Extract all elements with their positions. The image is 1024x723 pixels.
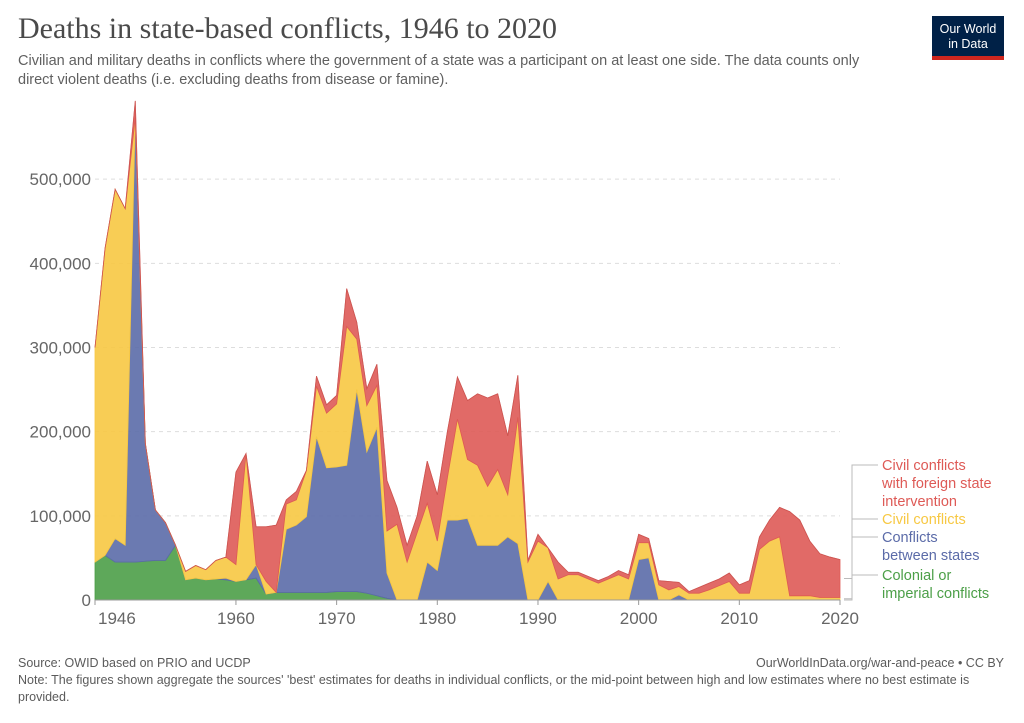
legend-leader-line — [844, 574, 878, 601]
legend-label[interactable]: Conflicts between states — [882, 530, 980, 564]
chart-subtitle: Civilian and military deaths in conflict… — [18, 53, 860, 88]
source-url[interactable]: OurWorldInData.org/war-and-peace • CC BY — [756, 656, 1004, 670]
x-tick-label: 1990 — [519, 609, 557, 628]
stacked-area-chart: 0 100,000 200,000 300,000 400,000 500,000 194… — [30, 100, 992, 628]
x-tick-label: 2010 — [720, 609, 758, 628]
y-tick-label: 0 — [82, 591, 91, 610]
legend-label[interactable]: Civil conflicts — [882, 512, 966, 528]
legend-leader-line — [844, 518, 878, 600]
x-axis: 1946 1960 1970 1980 1990 2000 2010 2020 — [94, 599, 859, 628]
y-tick-label: 200,000 — [30, 423, 91, 442]
owid-logo[interactable]: Our World in Data — [932, 16, 1004, 60]
logo-line-1: Our World — [939, 22, 997, 36]
x-tick-label: 1980 — [418, 609, 456, 628]
legend-leader-line — [844, 464, 878, 580]
y-tick-label: 100,000 — [30, 507, 91, 526]
x-tick-label: 1946 — [98, 609, 136, 628]
y-axis: 0 100,000 200,000 300,000 400,000 500,000 — [30, 170, 91, 610]
y-tick-label: 300,000 — [30, 339, 91, 358]
chart-title: Deaths in state-based conflicts, 1946 to… — [18, 12, 558, 45]
x-tick-label: 2020 — [821, 609, 859, 628]
area-series-1[interactable] — [94, 117, 840, 601]
y-tick-label: 500,000 — [30, 170, 91, 189]
y-tick-label: 400,000 — [30, 254, 91, 273]
x-tick-label: 1960 — [217, 609, 255, 628]
area-layers — [94, 100, 841, 601]
total-outline — [94, 100, 841, 593]
source-note: Source: OWID based on PRIO and UCDP — [18, 656, 251, 670]
legend-leader-line — [844, 536, 878, 601]
legend: Civil conflicts with foreign state interve… — [844, 458, 992, 602]
x-tick-label: 2000 — [620, 609, 658, 628]
legend-label[interactable]: Civil conflicts with foreign state interve… — [881, 458, 992, 510]
legend-label[interactable]: Colonial or imperial conflicts — [882, 568, 989, 602]
logo-line-2: in Data — [948, 37, 988, 51]
methodology-note: Note: The figures shown aggregate the so… — [18, 673, 970, 704]
x-tick-label: 1970 — [318, 609, 356, 628]
